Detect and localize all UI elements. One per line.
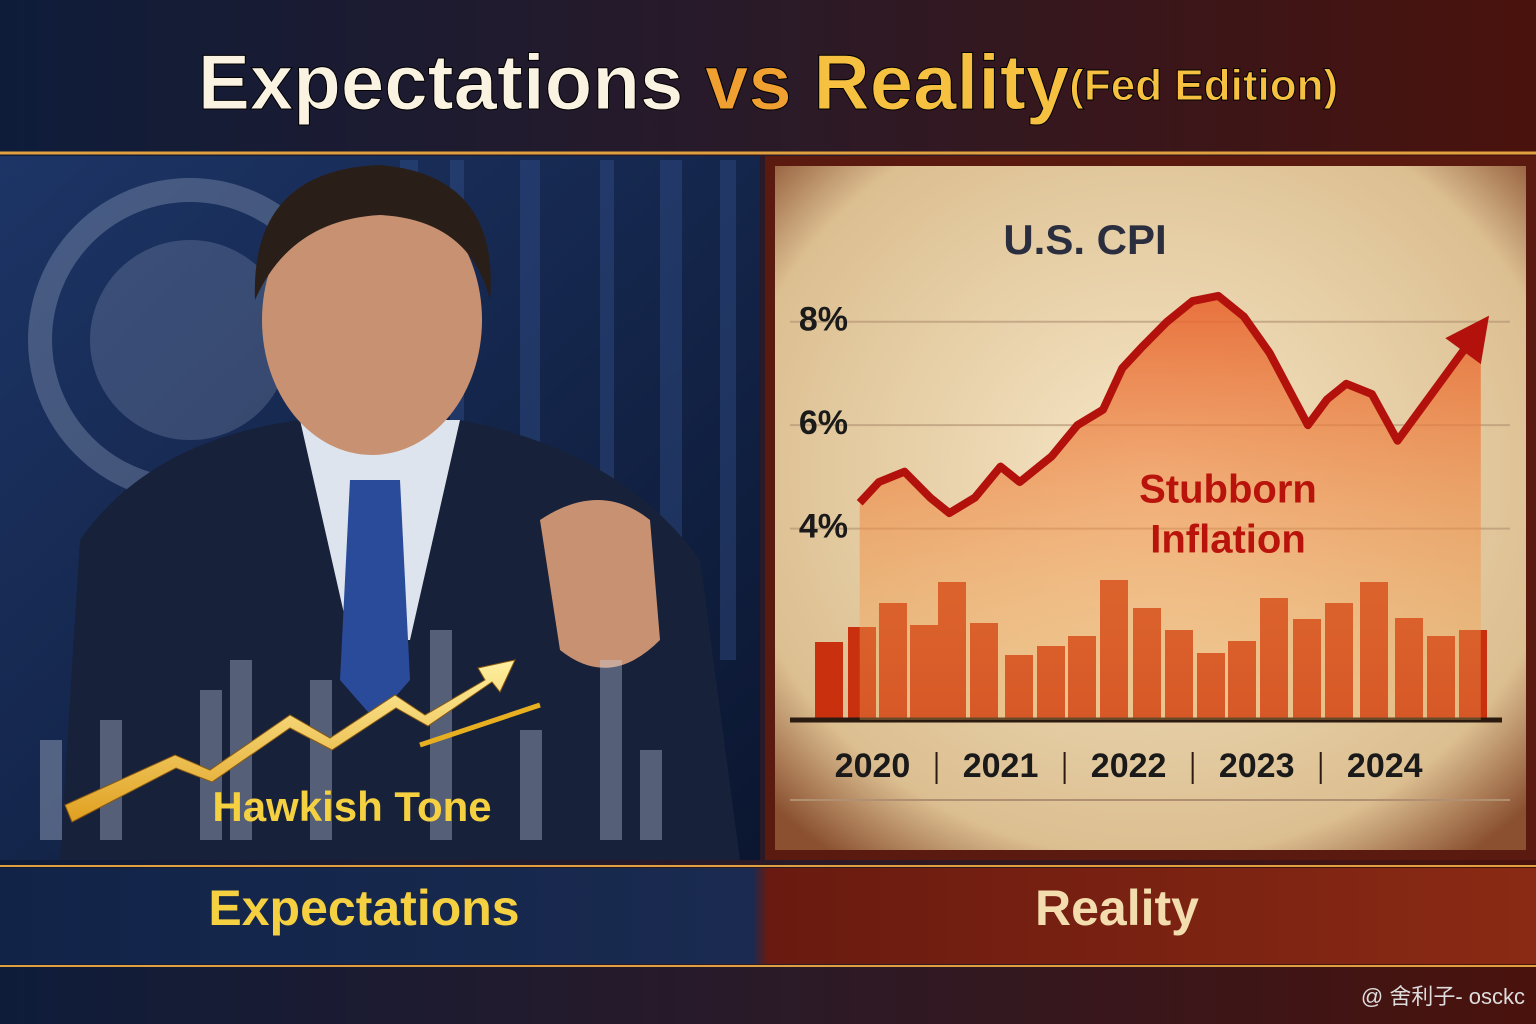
foreground-bars (40, 630, 662, 840)
small-arrow (419, 702, 541, 748)
chart-annotation: Inflation (1150, 518, 1306, 562)
title-part: (Fed Edition) (1069, 61, 1338, 110)
hawkish-arrow (64, 659, 516, 823)
title-part: Reality (813, 38, 1069, 126)
watermark: @ 舍利子- osckc (1361, 984, 1525, 1009)
x-tick-label: 2023 (1219, 747, 1295, 785)
x-tick-label: 2020 (835, 747, 911, 785)
panel-label: Expectations (208, 880, 519, 936)
y-tick-label: 8% (799, 301, 848, 339)
speaker (60, 165, 740, 860)
x-tick-label: 2024 (1347, 747, 1423, 785)
y-tick-label: 6% (799, 404, 848, 442)
title: Expectations vs Reality(Fed Edition) (198, 38, 1338, 126)
x-tick-label: 2022 (1091, 747, 1167, 785)
chart: 4% 6% 8% 2020 2021 2022 2023 2024 (790, 291, 1510, 801)
title-part: Expectations (198, 38, 683, 126)
annotation: Hawkish Tone (212, 783, 491, 830)
y-tick-label: 4% (799, 508, 848, 546)
label-band (0, 868, 1536, 964)
x-tick-label: 2021 (963, 747, 1039, 785)
title-part: vs (705, 38, 792, 126)
arrow-head (1445, 315, 1490, 365)
cpi-line (856, 291, 1485, 518)
chart-title: U.S. CPI (1003, 216, 1166, 263)
chart-annotation: Stubborn (1139, 468, 1317, 512)
panel-label: Reality (1035, 880, 1199, 936)
